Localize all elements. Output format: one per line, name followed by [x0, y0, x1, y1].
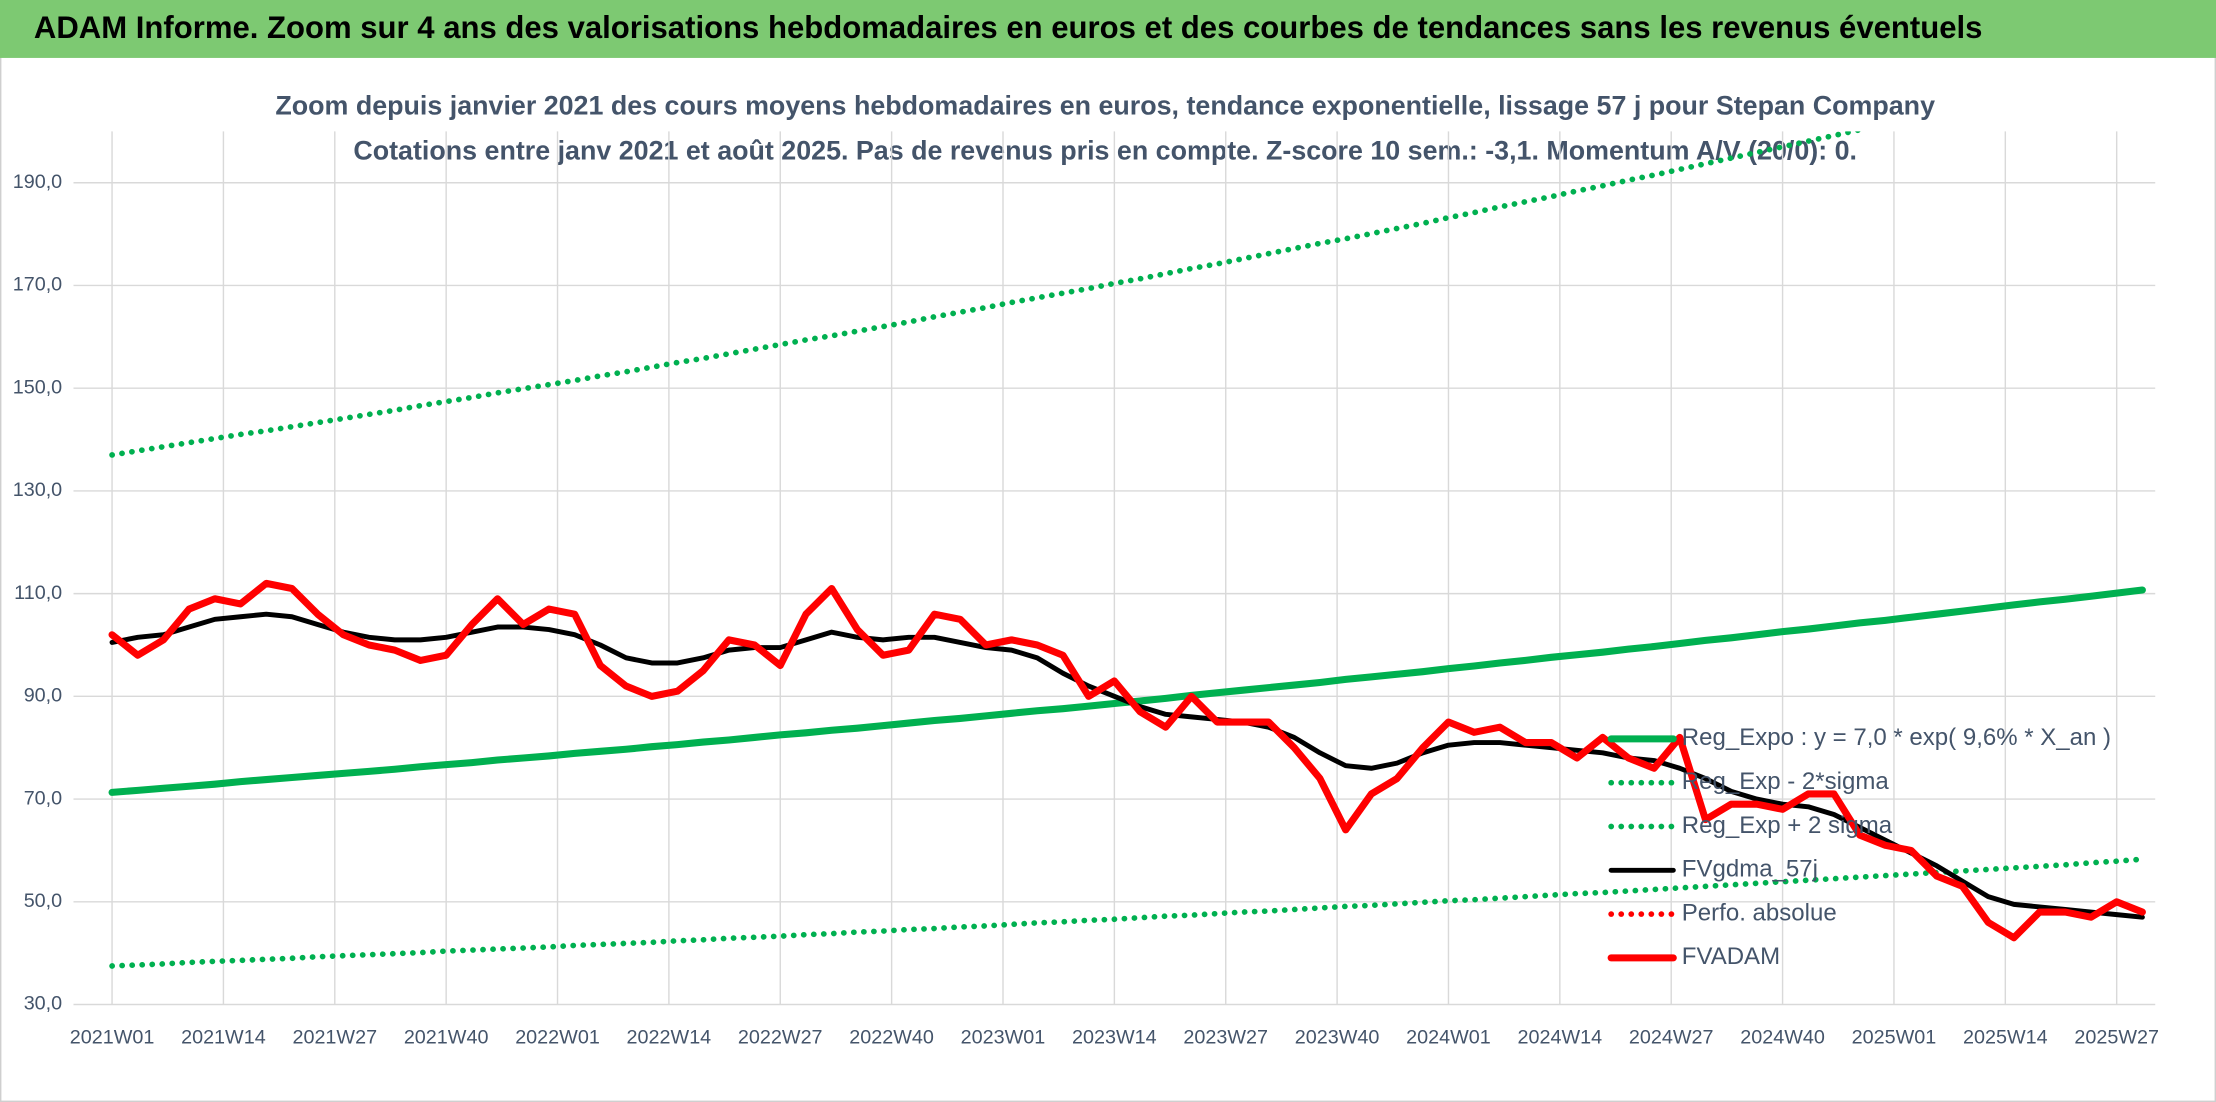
y-tick-label: 190,0 [13, 171, 62, 193]
header-title: ADAM Informe. Zoom sur 4 ans des valoris… [34, 10, 1983, 45]
y-tick-label: 150,0 [13, 376, 62, 398]
y-tick-label: 90,0 [24, 685, 62, 707]
x-tick-label: 2023W27 [1183, 1027, 1268, 1049]
series-line [108, 579, 2146, 942]
legend: Reg_Expo : y = 7,0 * exp( 9,6% * X_an ) R… [1607, 724, 2111, 970]
x-tick-label: 2021W01 [70, 1027, 155, 1049]
x-tick-label: 2021W40 [404, 1027, 489, 1049]
x-tick-label: 2023W40 [1295, 1027, 1380, 1049]
x-tick-label: 2022W01 [515, 1027, 600, 1049]
grid: 30,0 50,0 70,0 90,0 110,0 130,0 150,0 170,0 190,… [13, 131, 2159, 1049]
y-tick-label: 110,0 [14, 582, 62, 604]
series-line [109, 131, 1866, 458]
legend-label: FVgdma_57j [1682, 856, 1818, 883]
x-tick-label: 2022W14 [627, 1027, 712, 1049]
x-tick-label: 2024W01 [1406, 1027, 1491, 1049]
y-tick-label: 170,0 [13, 274, 62, 296]
legend-label: FVADAM [1682, 943, 1780, 970]
chart-title: Zoom depuis janvier 2021 des cours moyen… [275, 90, 1935, 120]
plot-area [108, 131, 2146, 969]
x-tick-label: 2024W14 [1518, 1027, 1603, 1049]
y-tick-label: 70,0 [24, 787, 62, 809]
x-tick-label: 2025W01 [1852, 1027, 1937, 1049]
series-line [109, 856, 2146, 969]
legend-label: Reg_Exp + 2 sigma [1682, 812, 1893, 839]
x-tick-label: 2023W14 [1072, 1027, 1157, 1049]
x-tick-label: 2024W40 [1740, 1027, 1825, 1049]
x-tick-label: 2022W40 [849, 1027, 934, 1049]
header-bar [0, 0, 2216, 58]
legend-label: Reg_Expo : y = 7,0 * exp( 9,6% * X_an ) [1682, 724, 2111, 751]
legend-label: Reg_Exp - 2*sigma [1682, 768, 1890, 795]
y-tick-label: 50,0 [24, 890, 62, 912]
y-tick-label: 30,0 [24, 993, 62, 1015]
x-tick-label: 2022W27 [738, 1027, 823, 1049]
x-tick-label: 2023W01 [961, 1027, 1046, 1049]
legend-label: Perfo. absolue [1682, 899, 1837, 926]
x-tick-label: 2025W14 [1963, 1027, 2048, 1049]
x-tick-label: 2021W14 [181, 1027, 266, 1049]
y-tick-label: 130,0 [13, 479, 62, 501]
chart-subtitle: Cotations entre janv 2021 et août 2025. … [353, 136, 1857, 166]
x-tick-label: 2025W27 [2074, 1027, 2159, 1049]
x-tick-label: 2024W27 [1629, 1027, 1714, 1049]
x-tick-label: 2021W27 [292, 1027, 377, 1049]
